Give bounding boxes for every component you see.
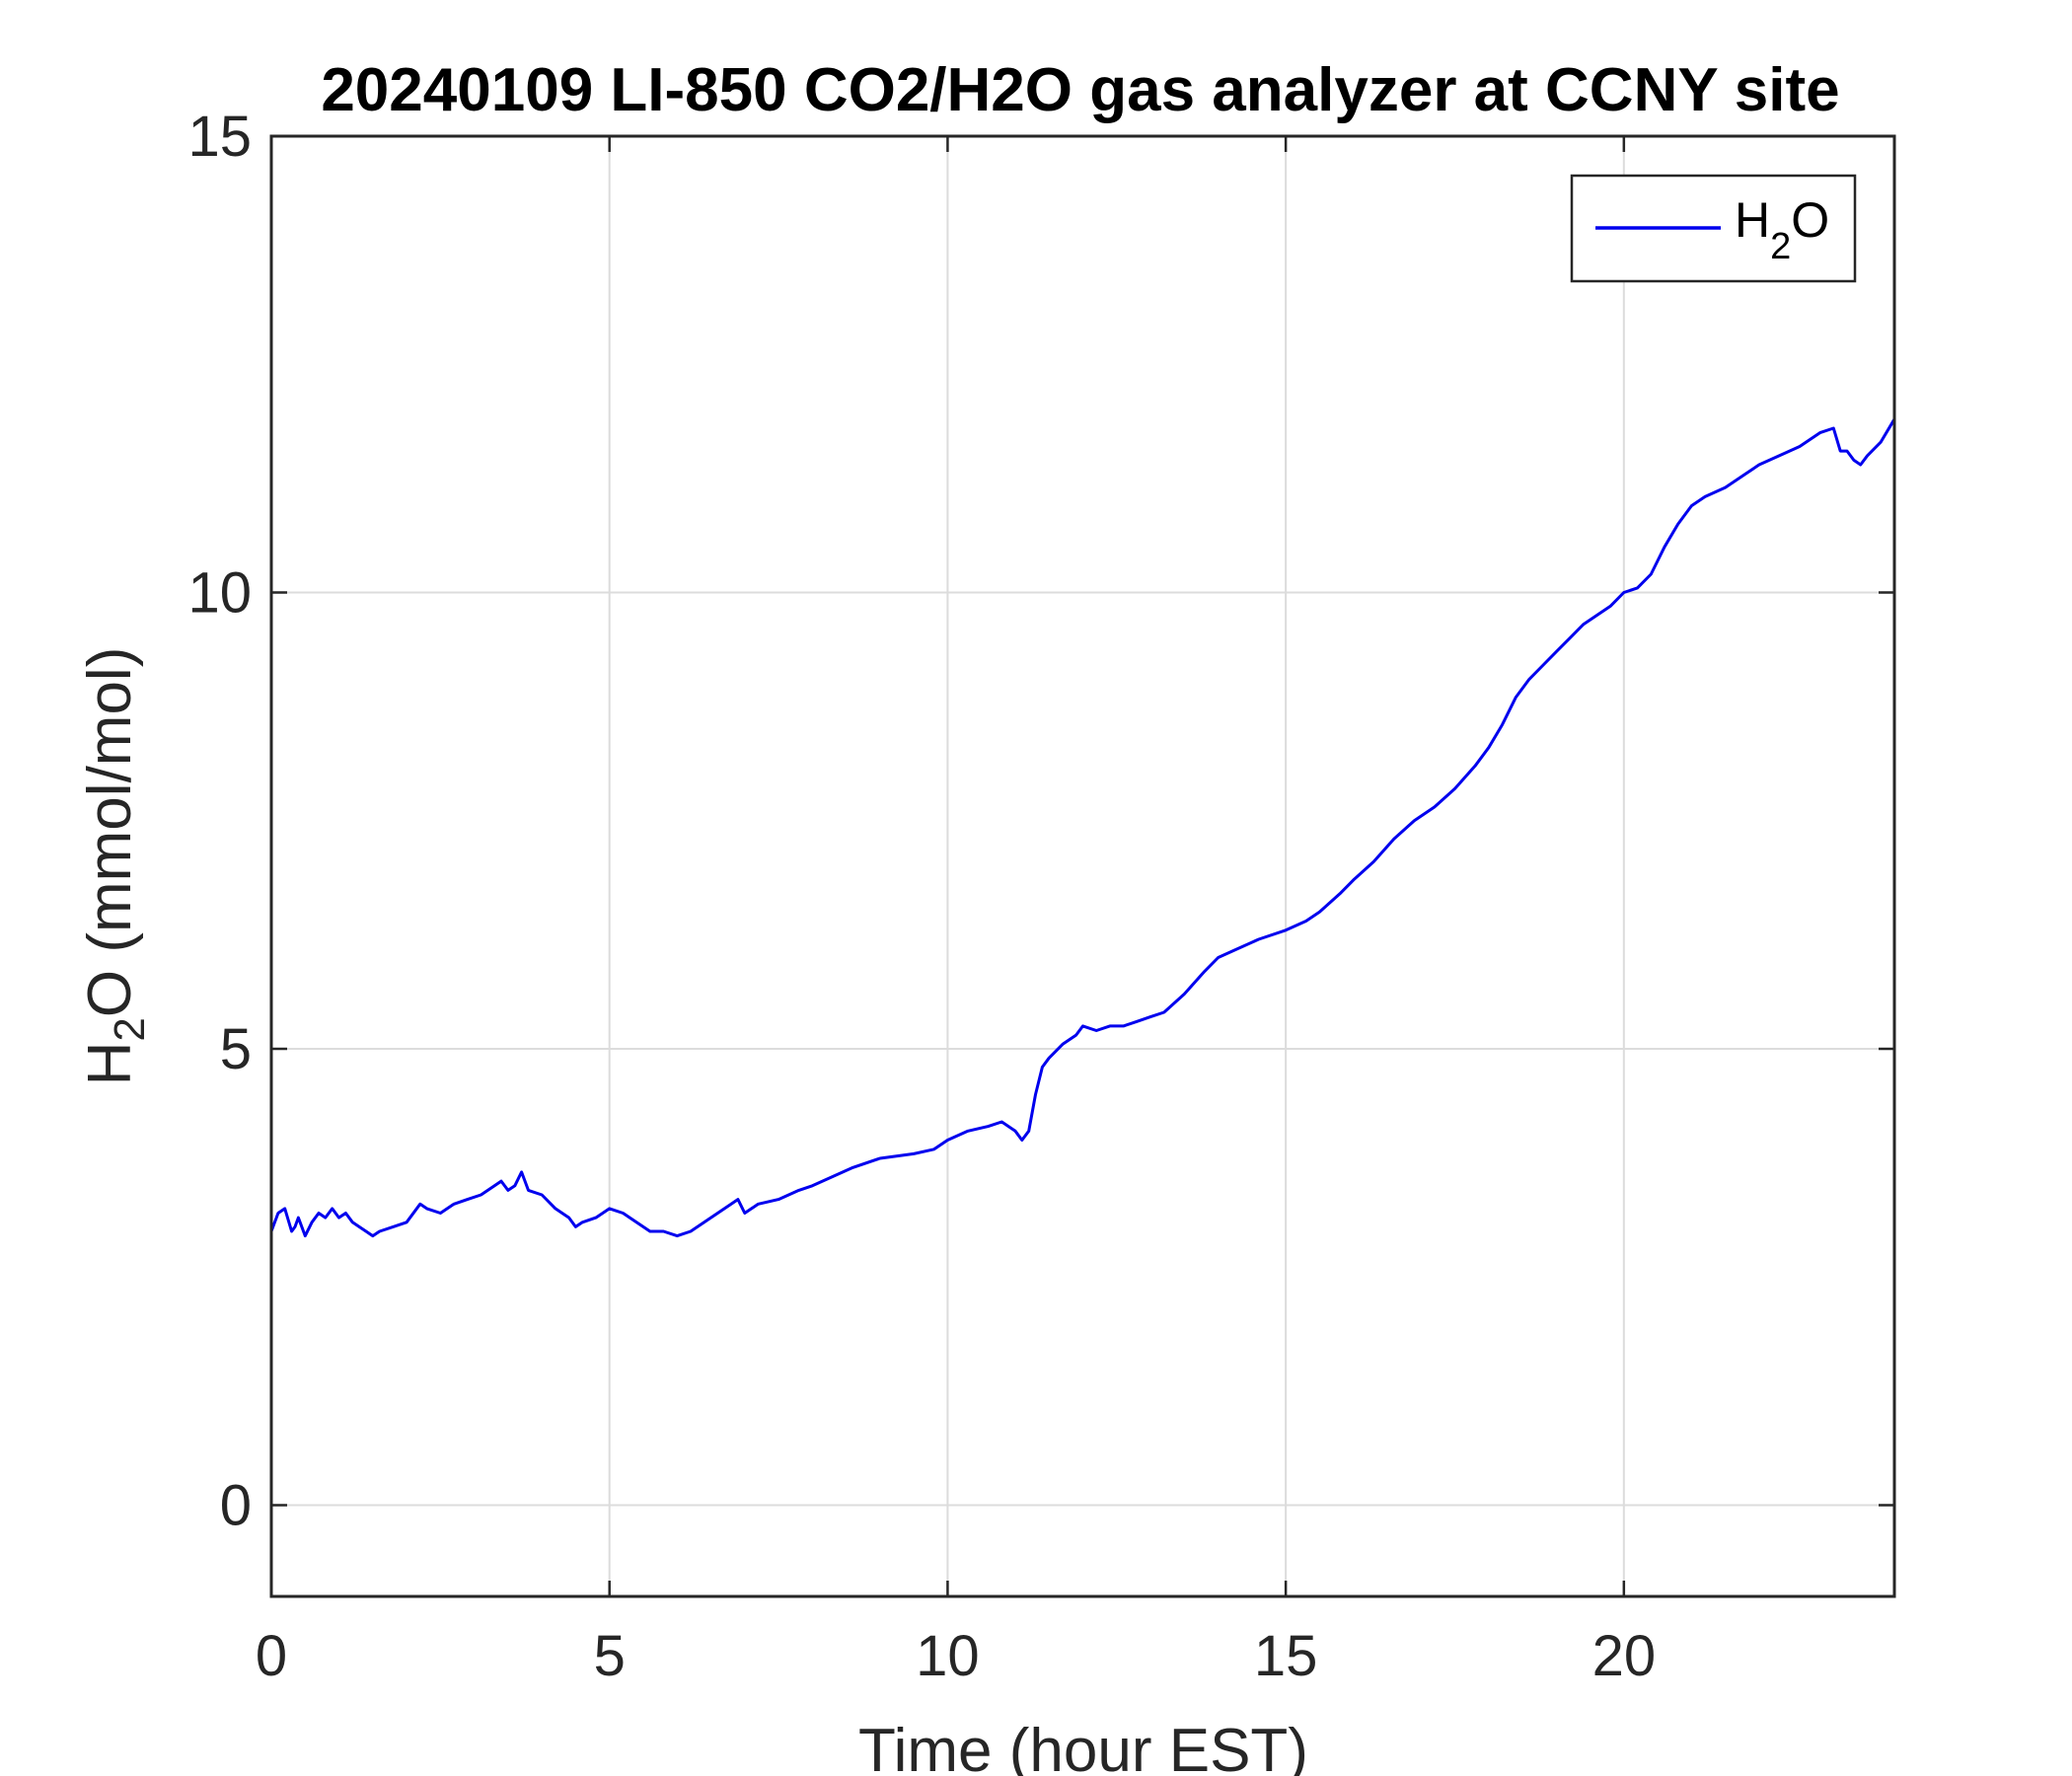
y-axis-label-suffix: O (mmol/mol) — [76, 647, 144, 1017]
y-axis-label: H2O (mmol/mol) — [76, 647, 154, 1086]
plot-area — [271, 136, 1894, 1596]
axis-ticks — [269, 134, 1894, 1596]
y-tick-label: 5 — [220, 1017, 252, 1081]
legend-label-subscript: 2 — [1770, 226, 1791, 267]
legend-label: H2O — [1735, 192, 1829, 267]
x-axis-label: Time (hour EST) — [858, 1717, 1308, 1776]
plot-frame — [269, 134, 1896, 1598]
y-axis-label-subscript: 2 — [106, 1017, 154, 1041]
tick-labels: 0 5 10 15 20 0 5 10 15 — [187, 105, 1656, 1688]
y-tick-label: 0 — [220, 1474, 252, 1538]
chart-title: 20240109 LI-850 CO2/H2O gas analyzer at … — [321, 56, 1839, 124]
y-tick-label: 15 — [187, 105, 252, 169]
x-tick-label: 10 — [916, 1624, 980, 1688]
x-tick-label: 5 — [594, 1624, 626, 1688]
x-tick-label: 20 — [1592, 1624, 1657, 1688]
legend-label-prefix: H — [1735, 192, 1770, 248]
legend: H2O — [1570, 174, 1857, 283]
y-axis-label-prefix: H — [76, 1042, 144, 1086]
x-tick-label: 15 — [1254, 1624, 1318, 1688]
x-tick-label: 0 — [256, 1624, 287, 1688]
h2o-series-line — [269, 417, 1896, 1238]
data-series — [269, 417, 1896, 1238]
legend-label-suffix: O — [1791, 192, 1829, 248]
y-tick-label: 10 — [187, 561, 252, 626]
